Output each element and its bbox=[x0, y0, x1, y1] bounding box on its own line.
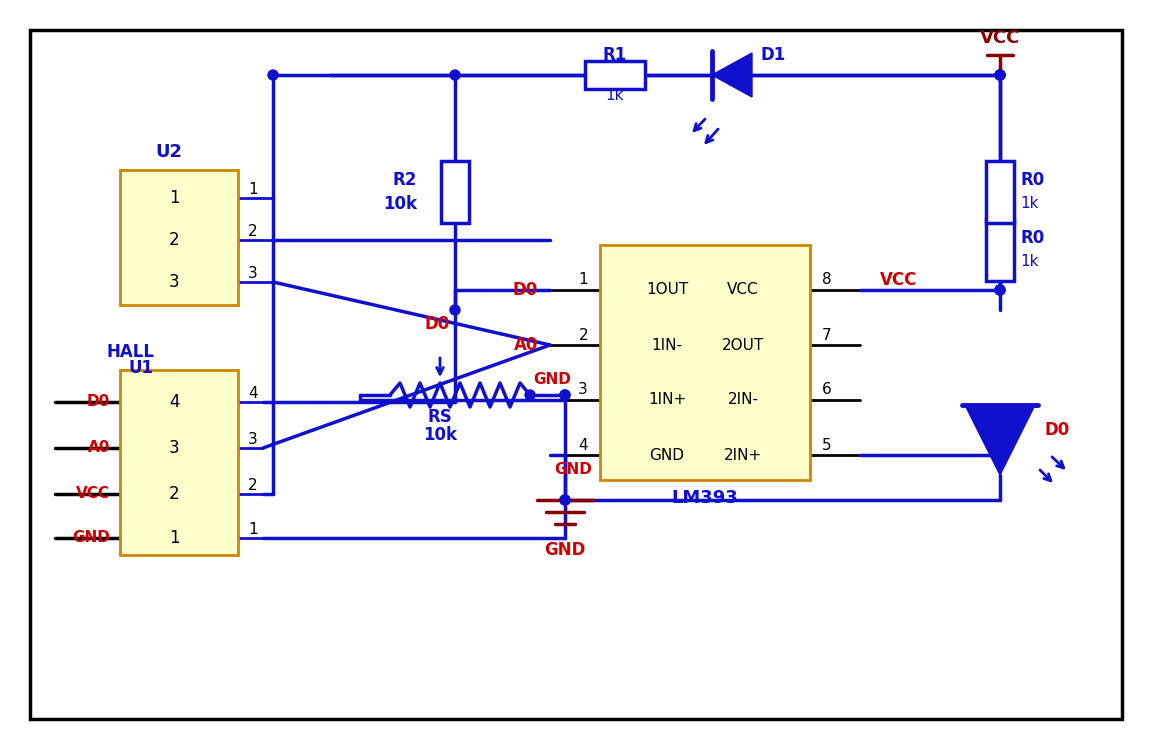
Text: 8: 8 bbox=[823, 273, 832, 287]
Text: 1: 1 bbox=[248, 183, 258, 197]
Text: 1IN+: 1IN+ bbox=[647, 392, 687, 407]
Text: 1k: 1k bbox=[1020, 197, 1038, 211]
Text: GND: GND bbox=[650, 448, 684, 463]
Polygon shape bbox=[712, 53, 752, 97]
Text: 2IN+: 2IN+ bbox=[723, 448, 763, 463]
Text: 2: 2 bbox=[578, 327, 588, 342]
Circle shape bbox=[995, 285, 1005, 295]
Text: 1: 1 bbox=[168, 529, 180, 547]
Text: D0: D0 bbox=[425, 315, 450, 333]
Text: 4: 4 bbox=[578, 437, 588, 452]
Text: 2IN-: 2IN- bbox=[728, 392, 758, 407]
Circle shape bbox=[995, 70, 1005, 80]
Circle shape bbox=[268, 70, 278, 80]
Text: 2: 2 bbox=[248, 478, 258, 494]
Text: 3: 3 bbox=[168, 439, 180, 457]
Bar bbox=[120, 370, 238, 555]
Text: R1: R1 bbox=[602, 46, 627, 64]
Text: VCC: VCC bbox=[76, 486, 109, 502]
Circle shape bbox=[560, 495, 570, 505]
Text: RS: RS bbox=[427, 408, 453, 426]
Text: 1OUT: 1OUT bbox=[646, 282, 688, 298]
Text: 10k: 10k bbox=[382, 195, 417, 213]
Circle shape bbox=[560, 390, 570, 400]
Bar bbox=[585, 61, 645, 89]
Text: 1: 1 bbox=[578, 273, 588, 287]
Bar bbox=[986, 161, 1014, 223]
Text: 1k: 1k bbox=[1020, 254, 1038, 270]
Text: 5: 5 bbox=[823, 437, 832, 452]
Circle shape bbox=[560, 495, 570, 505]
Bar bbox=[441, 161, 469, 223]
Text: GND: GND bbox=[73, 531, 109, 545]
Bar bbox=[986, 219, 1014, 281]
Text: 10k: 10k bbox=[423, 426, 457, 444]
Text: R0: R0 bbox=[1020, 171, 1044, 189]
Text: GND: GND bbox=[544, 541, 585, 559]
Circle shape bbox=[450, 305, 460, 315]
Polygon shape bbox=[965, 405, 1034, 475]
Text: U2: U2 bbox=[156, 143, 182, 161]
Text: 3: 3 bbox=[248, 432, 258, 448]
Text: A0: A0 bbox=[514, 336, 538, 354]
Text: 4: 4 bbox=[248, 386, 258, 401]
Text: D0: D0 bbox=[1045, 421, 1070, 439]
Text: VCC: VCC bbox=[980, 29, 1021, 47]
Text: U1: U1 bbox=[129, 359, 154, 377]
Circle shape bbox=[560, 390, 570, 400]
Text: 3: 3 bbox=[168, 273, 180, 291]
Text: D0: D0 bbox=[513, 281, 538, 299]
Text: 1IN-: 1IN- bbox=[652, 338, 682, 353]
Circle shape bbox=[450, 70, 460, 80]
Text: D1: D1 bbox=[760, 46, 786, 64]
Text: 2: 2 bbox=[168, 231, 180, 249]
Text: 2OUT: 2OUT bbox=[722, 338, 764, 353]
Bar bbox=[600, 245, 810, 480]
Text: 2: 2 bbox=[248, 225, 258, 239]
Text: 1k: 1k bbox=[606, 87, 624, 103]
Text: D0: D0 bbox=[86, 395, 109, 409]
Text: 7: 7 bbox=[823, 327, 832, 342]
Text: 6: 6 bbox=[823, 383, 832, 398]
Text: R0: R0 bbox=[1020, 229, 1044, 247]
Text: LM393: LM393 bbox=[672, 489, 738, 507]
Text: R2: R2 bbox=[393, 171, 417, 189]
Text: 3: 3 bbox=[248, 267, 258, 282]
Circle shape bbox=[525, 390, 535, 400]
Text: 3: 3 bbox=[578, 383, 588, 398]
Text: 2: 2 bbox=[168, 485, 180, 503]
Text: HALL: HALL bbox=[106, 343, 154, 361]
Bar bbox=[120, 170, 238, 305]
Circle shape bbox=[995, 70, 1005, 80]
Text: GND: GND bbox=[533, 372, 571, 387]
Text: VCC: VCC bbox=[880, 271, 917, 289]
Text: 1: 1 bbox=[248, 522, 258, 537]
Text: GND: GND bbox=[554, 461, 592, 477]
Circle shape bbox=[995, 70, 1005, 80]
Text: 1: 1 bbox=[168, 189, 180, 207]
Circle shape bbox=[995, 285, 1005, 295]
Text: A0: A0 bbox=[88, 440, 109, 455]
Text: 4: 4 bbox=[168, 393, 180, 411]
Text: VCC: VCC bbox=[727, 282, 759, 298]
